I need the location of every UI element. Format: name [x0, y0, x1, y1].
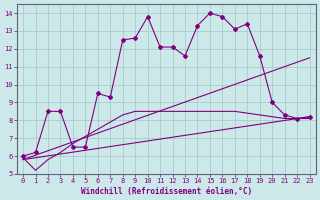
X-axis label: Windchill (Refroidissement éolien,°C): Windchill (Refroidissement éolien,°C): [81, 187, 252, 196]
